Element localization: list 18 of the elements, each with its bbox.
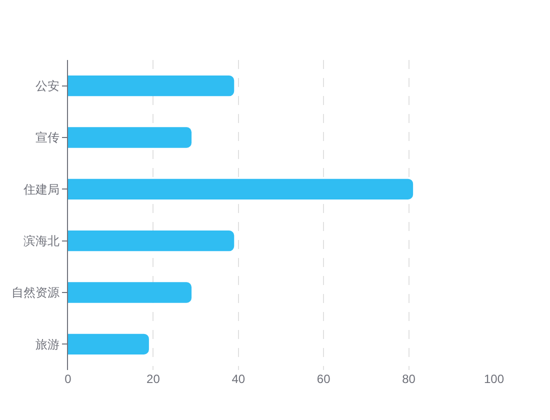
bar bbox=[68, 334, 149, 354]
y-tick-label: 宣传 bbox=[36, 130, 60, 145]
x-tick-label: 0 bbox=[64, 372, 72, 386]
bar bbox=[68, 127, 192, 148]
x-tick-label: 40 bbox=[232, 372, 246, 386]
y-tick-label: 滨海北 bbox=[24, 234, 60, 248]
y-tick-label: 旅游 bbox=[36, 337, 60, 352]
x-tick-label: 80 bbox=[402, 372, 416, 386]
bar bbox=[68, 230, 234, 252]
bar bbox=[68, 76, 234, 96]
y-tick-label: 公安 bbox=[36, 79, 60, 94]
x-tick-label: 20 bbox=[146, 372, 160, 386]
y-tick-label: 住建局 bbox=[22, 182, 60, 196]
bar bbox=[68, 282, 192, 303]
x-tick-label: 60 bbox=[316, 372, 331, 386]
y-tick-label: 自然资源 bbox=[12, 286, 60, 300]
bar bbox=[68, 178, 414, 200]
x-tick-label: 100 bbox=[484, 372, 504, 386]
